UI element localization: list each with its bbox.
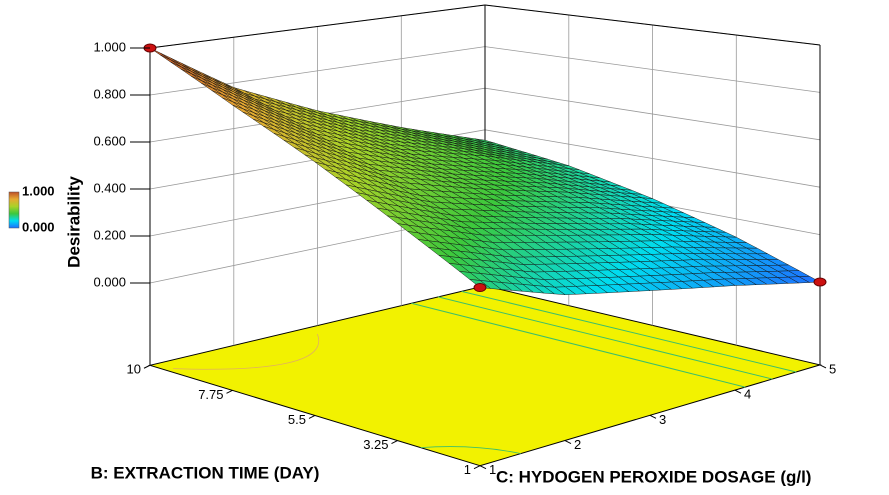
surface-patch — [160, 52, 182, 66]
y-tick-label: 3 — [659, 412, 666, 427]
y-tick — [649, 414, 657, 419]
x-tick-label: 7.75 — [198, 387, 223, 402]
box-edge — [149, 4, 486, 49]
y-tick — [564, 440, 572, 444]
y-tick — [819, 364, 827, 369]
color-bar-label: 0.000 — [22, 219, 55, 234]
x-tick-label: 3.25 — [363, 437, 388, 452]
design-point — [473, 283, 487, 293]
z-tick-label: 0.000 — [93, 274, 126, 289]
y-tick-label: 5 — [829, 361, 836, 376]
floor-contour — [461, 290, 797, 373]
surface — [149, 47, 821, 295]
surface-patch — [170, 59, 192, 72]
x-tick-label: 10 — [127, 362, 141, 377]
x-tick — [308, 415, 316, 419]
x-tick — [226, 389, 233, 394]
y-tick-label: 1 — [489, 462, 496, 477]
color-bar-label: 1.000 — [22, 183, 55, 198]
floor-plane — [148, 285, 822, 467]
z-tick-label: 0.400 — [93, 180, 126, 195]
y-axis-title: C: HYDOGEN PEROXIDE DOSAGE (g/l) — [496, 467, 811, 486]
floor — [148, 285, 822, 467]
z-axis-title: Desirability — [64, 176, 83, 268]
x-axis-title: B: EXTRACTION TIME (DAY) — [91, 463, 320, 482]
y-tick — [734, 389, 742, 394]
axes: 0.000 0.200 0.400 0.600 0.800 1.000 1 3.25 5.5 7.… — [8, 39, 836, 477]
box-edge — [484, 4, 821, 46]
design-point — [813, 277, 827, 287]
z-tick-label: 0.200 — [93, 227, 126, 242]
color-bar — [8, 191, 20, 229]
floor-contour — [420, 446, 521, 455]
x-tick-label: 1 — [464, 462, 471, 477]
surface-patch — [160, 54, 182, 68]
z-tick-label: 0.800 — [93, 86, 126, 101]
z-tick-label: 0.600 — [93, 133, 126, 148]
floor-contour — [173, 333, 320, 370]
y-tick — [479, 465, 487, 470]
floor-contour — [411, 302, 746, 388]
x-tick-label: 5.5 — [288, 412, 306, 427]
x-tick — [391, 440, 398, 445]
y-tick-label: 4 — [744, 387, 751, 402]
z-tick-label: 1.000 — [93, 39, 126, 54]
y-tick-label: 2 — [574, 437, 581, 452]
floor-contour — [437, 296, 773, 380]
walls — [149, 4, 821, 366]
x-tick — [143, 364, 151, 369]
x-tick — [473, 465, 481, 470]
